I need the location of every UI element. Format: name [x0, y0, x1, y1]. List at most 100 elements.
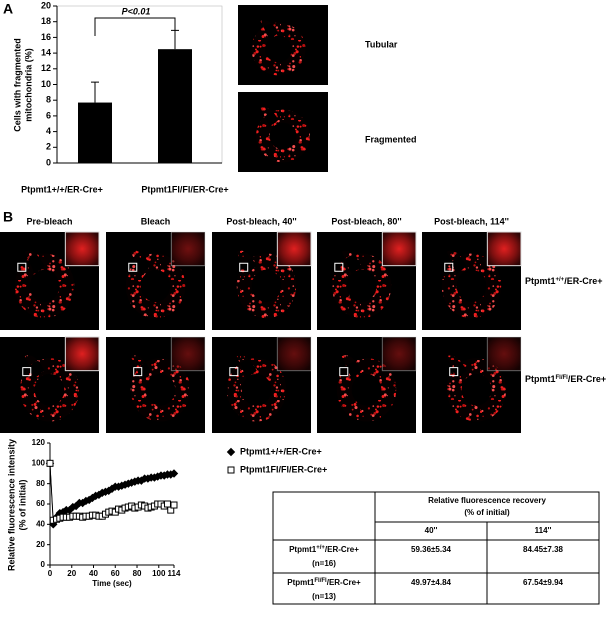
bleach-roi — [334, 262, 344, 272]
zoom-inset — [486, 231, 522, 267]
column-label: Pre-bleach — [26, 216, 72, 226]
zoom-inset — [381, 336, 417, 372]
significance-bracket — [94, 17, 176, 36]
micrograph — [422, 231, 522, 330]
x-tick-label: Ptpmt1Fl/Fl/ER-Cre+ — [141, 184, 228, 194]
row-label: Ptpmt1Fl/Fl/ER-Cre+ — [525, 374, 606, 384]
y-tick-label: 4 — [46, 126, 51, 136]
panel-label: B — [3, 209, 13, 225]
bleach-roi — [449, 367, 459, 377]
zoom-inset — [64, 231, 100, 267]
y-axis-label: (% of initial) — [17, 480, 27, 531]
y-axis-label: mitochondria (%) — [23, 48, 33, 122]
y-tick-label: 0 — [41, 560, 46, 569]
y-tick-label: 10 — [41, 79, 51, 89]
legend-marker — [226, 447, 236, 457]
gene: Ptpmt1 — [287, 578, 315, 587]
suffix: /ER-Cre+ — [325, 545, 359, 554]
image-label: Tubular — [365, 39, 398, 49]
mitochondria — [130, 355, 191, 422]
allele: +/+ — [556, 277, 565, 283]
suffix: /ER-Cre+ — [564, 276, 602, 286]
y-tick-label: 14 — [41, 47, 51, 57]
micrograph — [106, 336, 206, 433]
panel-label: A — [3, 1, 13, 17]
mitochondria — [446, 355, 507, 422]
micrograph — [317, 231, 417, 330]
zoom-inset — [170, 336, 206, 372]
bleach-roi — [133, 367, 143, 377]
y-tick-label: 80 — [36, 479, 45, 488]
x-tick-label: 40 — [89, 569, 98, 578]
column-label: Bleach — [141, 216, 171, 226]
y-tick-label: 6 — [46, 110, 51, 120]
gene: Ptpmt1 — [289, 545, 317, 554]
table-cell: 49.97±4.84 — [411, 578, 452, 587]
mitochondria — [226, 355, 287, 422]
row-label: Ptpmt1+/+/ER-Cre+ — [525, 276, 602, 286]
suffix: /ER-Cre+ — [327, 578, 361, 587]
zoom-inset — [64, 336, 100, 372]
x-axis-label: Time (sec) — [92, 579, 132, 588]
row-n: (n=13) — [312, 592, 336, 601]
mitochondria — [19, 355, 80, 422]
table-cell: 59.36±5.34 — [411, 545, 452, 554]
bleach-roi — [17, 262, 27, 272]
x-tick-label: 60 — [111, 569, 120, 578]
x-tick-label: 20 — [67, 569, 76, 578]
mitochondria — [125, 250, 186, 319]
micrograph — [212, 231, 312, 330]
row-genotype: Ptpmt1+/+/ER-Cre+ — [289, 545, 359, 555]
table-border — [272, 491, 600, 605]
bar — [158, 49, 192, 163]
bleach-roi — [22, 367, 32, 377]
annotation: P<0.01 — [122, 6, 151, 16]
column-label: Post-bleach, 80'' — [331, 216, 401, 226]
micrograph — [238, 5, 328, 85]
bleach-roi — [229, 367, 239, 377]
allele: Fl/Fl — [314, 578, 327, 584]
data-point — [163, 500, 171, 508]
micrograph — [238, 92, 328, 172]
y-tick-label: 60 — [36, 499, 45, 508]
bar — [78, 102, 112, 163]
x-tick-label: 0 — [48, 569, 53, 578]
legend-marker — [227, 466, 235, 474]
y-tick-label: 0 — [46, 157, 51, 167]
table-cell: 67.54±9.94 — [523, 578, 564, 587]
column-label: Post-bleach, 40'' — [226, 216, 296, 226]
y-tick-label: 40 — [36, 519, 45, 528]
allele: Fl/Fl — [556, 375, 569, 381]
micrograph — [0, 336, 100, 433]
zoom-inset — [486, 336, 522, 372]
zoom-inset — [276, 231, 312, 267]
mitochondria — [14, 250, 75, 319]
error-bar — [91, 81, 99, 103]
zoom-inset — [381, 231, 417, 267]
mitochondria — [251, 20, 306, 76]
table-column: 114'' — [535, 526, 552, 535]
legend-label: Ptpmt1Fl/Fl/ER-Cre+ — [240, 464, 327, 474]
column-label: Post-bleach, 114'' — [434, 216, 509, 226]
row-n: (n=16) — [312, 559, 336, 568]
y-tick-label: 2 — [46, 142, 51, 152]
y-tick-label: 8 — [46, 95, 51, 105]
suffix: /ER-Cre+ — [568, 374, 606, 384]
mitochondria — [331, 250, 392, 319]
bleach-roi — [239, 262, 249, 272]
image-label: Fragmented — [365, 134, 417, 144]
x-tick-label: 114 — [168, 569, 181, 578]
zoom-inset — [276, 336, 312, 372]
x-tick-label: Ptpmt1+/+/ER-Cre+ — [21, 184, 103, 194]
gene: Ptpmt1 — [525, 374, 556, 384]
y-tick-label: 120 — [32, 438, 46, 447]
allele: +/+ — [316, 545, 325, 551]
x-tick-label: 80 — [133, 569, 142, 578]
micrograph — [422, 336, 522, 433]
legend-label: Ptpmt1+/+/ER-Cre+ — [240, 446, 322, 456]
row-genotype: Ptpmt1Fl/Fl/ER-Cre+ — [287, 578, 361, 588]
data-point — [46, 459, 54, 467]
y-tick-label: 20 — [41, 0, 51, 10]
mitochondria — [441, 250, 502, 319]
